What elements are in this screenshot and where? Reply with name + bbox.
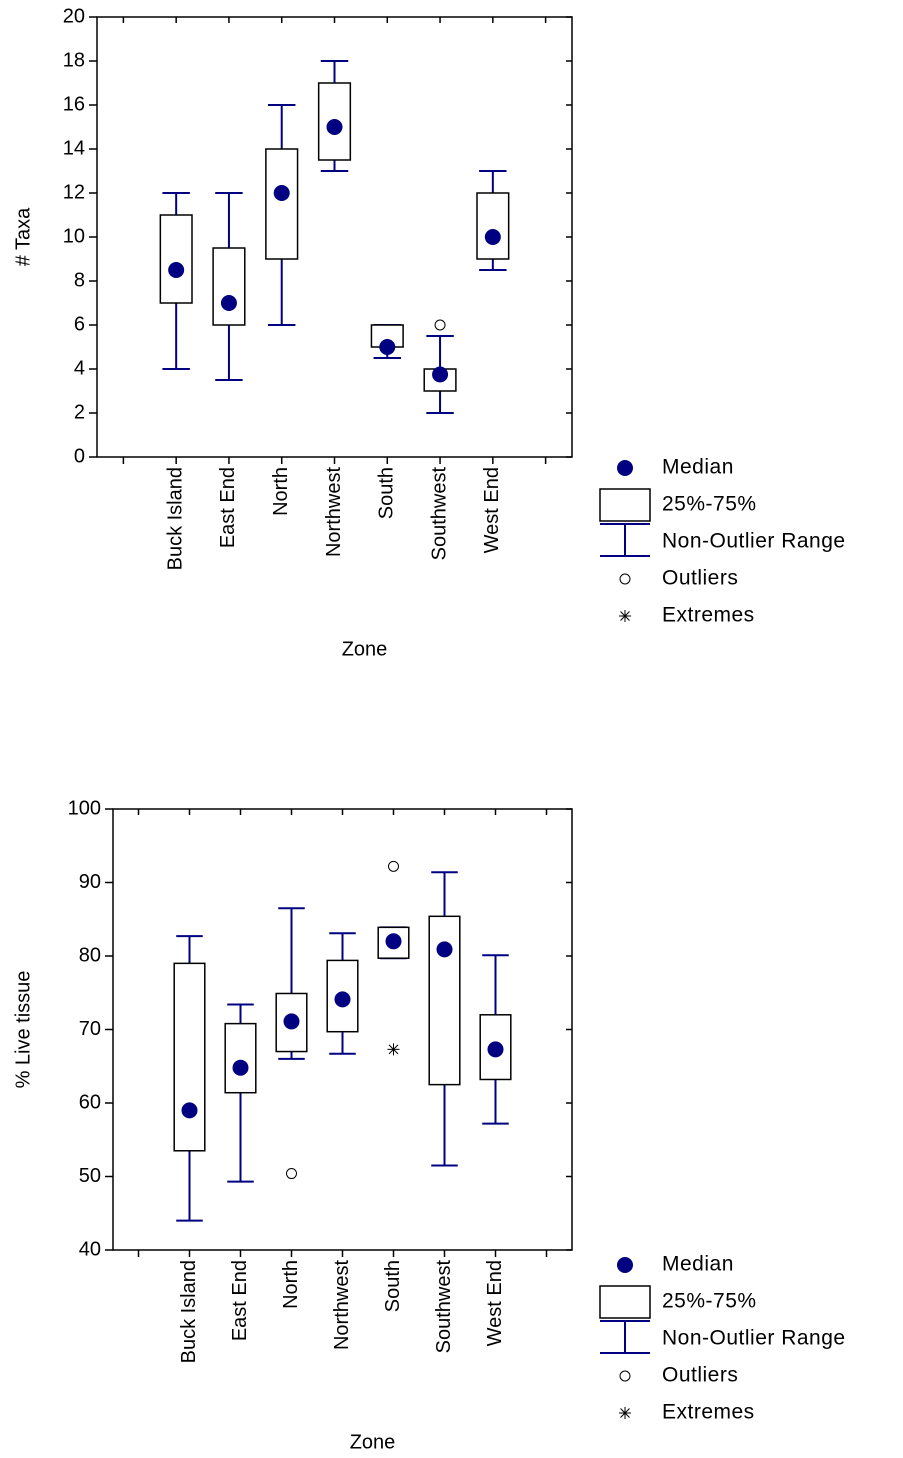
median (326, 119, 343, 135)
y-tick-label: 18 (63, 49, 85, 71)
x-tick-label: Buck Island (178, 1260, 200, 1363)
extreme-stroke (620, 611, 630, 621)
median (283, 1013, 300, 1030)
x-axis-label: Zone (350, 1431, 396, 1453)
x-tick-label: East End (229, 1260, 251, 1341)
y-tick-label: 8 (74, 269, 85, 291)
y-tick-label: 0 (74, 445, 85, 467)
box (159, 214, 193, 304)
x-axis-label: Zone (342, 638, 388, 660)
extreme-stroke (388, 1044, 399, 1055)
x-tick-label: South (382, 1260, 404, 1312)
x-tick-label: Buck Island (164, 467, 186, 570)
legend-outlier (619, 1370, 631, 1382)
median (484, 229, 501, 245)
y-axis-label: # Taxa (12, 207, 34, 266)
legend-box (599, 488, 651, 522)
y-tick-label: 12 (63, 181, 85, 203)
outlier (434, 319, 446, 331)
box (265, 148, 299, 260)
legend-outlier (619, 573, 631, 585)
median (334, 991, 351, 1008)
legend-label: 25%-75% (662, 1290, 757, 1313)
median (487, 1041, 504, 1058)
box (212, 247, 246, 326)
legend-box (599, 1285, 651, 1319)
median (432, 366, 449, 383)
box (224, 1022, 257, 1094)
legend-median (617, 460, 633, 476)
median (273, 185, 290, 201)
x-tick-label: North (280, 1260, 302, 1309)
x-tick-label: South (376, 467, 398, 519)
median (232, 1059, 249, 1076)
legend-label: Non-Outlier Range (662, 530, 846, 553)
legend-label: Outliers (662, 1364, 738, 1387)
y-tick-label: 4 (74, 357, 85, 379)
median (168, 262, 185, 278)
x-tick-label: North (270, 467, 292, 516)
x-tick-label: West End (481, 467, 503, 553)
y-tick-label: 80 (79, 944, 101, 966)
legend-label: Extremes (662, 604, 755, 627)
y-tick-label: 14 (63, 137, 85, 159)
legend-label: Non-Outlier Range (662, 1327, 846, 1350)
x-tick-label: West End (484, 1260, 506, 1346)
median (385, 933, 402, 950)
median (181, 1102, 198, 1119)
box (476, 192, 510, 260)
x-tick-label: Southwest (428, 467, 450, 561)
median (436, 941, 453, 958)
extreme (387, 1043, 400, 1056)
legend-median (617, 1257, 633, 1273)
box (173, 962, 206, 1152)
y-tick-label: 60 (79, 1091, 101, 1113)
outlier (286, 1168, 297, 1180)
median (379, 339, 396, 355)
x-tick-label: Northwest (323, 467, 345, 557)
y-tick-label: 2 (74, 401, 85, 423)
y-tick-label: 100 (68, 797, 101, 819)
legend-label: Extremes (662, 1401, 755, 1424)
legend-label: Median (662, 456, 734, 479)
y-tick-label: 16 (63, 93, 85, 115)
legend-extreme (619, 610, 631, 622)
y-tick-label: 40 (79, 1238, 101, 1260)
median (220, 295, 237, 311)
y-axis-label: % Live tissue (12, 971, 34, 1089)
outlier (388, 860, 399, 872)
x-tick-label: Northwest (331, 1260, 353, 1350)
legend-label: 25%-75% (662, 493, 757, 516)
y-tick-label: 70 (79, 1018, 101, 1040)
y-tick-label: 90 (79, 871, 101, 893)
legend-extreme (619, 1407, 631, 1419)
extreme-stroke (620, 1408, 630, 1418)
legend-label: Median (662, 1253, 734, 1276)
legend-label: Outliers (662, 567, 738, 590)
y-tick-label: 10 (63, 225, 85, 247)
y-tick-label: 20 (63, 5, 85, 27)
y-tick-label: 50 (79, 1165, 101, 1187)
x-tick-label: Southwest (433, 1260, 455, 1354)
x-tick-label: East End (217, 467, 239, 548)
y-tick-label: 6 (74, 313, 85, 335)
